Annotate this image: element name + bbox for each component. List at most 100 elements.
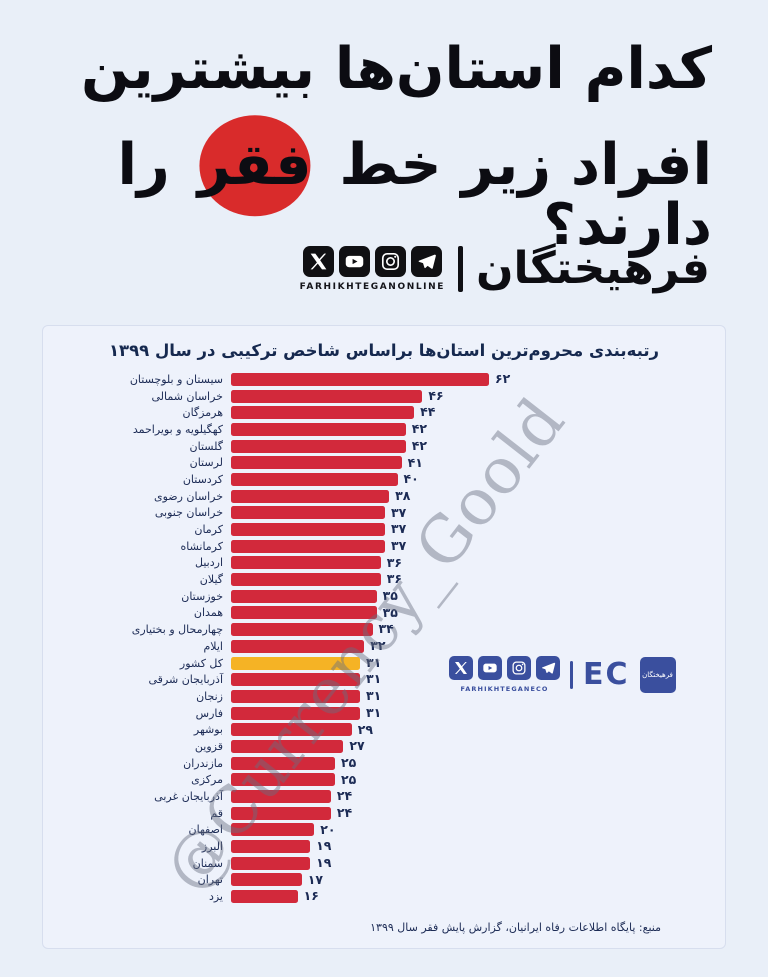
bar-value: ۳۱ [366, 671, 382, 687]
telegram-icon [410, 245, 442, 277]
bar [231, 673, 360, 687]
bar-value: ۳۶ [386, 571, 403, 587]
bar-value: ۲۵ [341, 754, 357, 770]
bar-value: ۲۴ [336, 788, 353, 804]
bar-value: ۴۴ [420, 404, 436, 420]
bar [231, 606, 377, 620]
bar [231, 823, 315, 837]
bar [231, 422, 406, 436]
eco-divider [570, 660, 573, 689]
bar-row: چهارمحال و بختیاری ۳۴ [51, 621, 717, 638]
bar-row: آذربایجان شرقی ۳۱ [51, 671, 717, 688]
bar-row: ایلام ۳۲ [51, 638, 717, 655]
bar-value: ۴۰ [403, 471, 419, 487]
bar-row: خوزستان ۳۵ [51, 588, 717, 605]
youtube-icon [338, 245, 370, 277]
poverty-word: فقر [197, 131, 313, 198]
bar-row: آذربایجان غربی ۲۴ [51, 788, 717, 805]
bar-row: فارس ۳۱ [51, 705, 717, 722]
bar-value: ۱۹ [316, 855, 332, 871]
red-ellipse [199, 115, 311, 217]
bar [231, 439, 406, 453]
bar [231, 756, 335, 770]
farhikhtegan-eco-logo: FARHIKHTEGANECO EC فرهیختگان [449, 656, 676, 693]
bar-value: ۴۶ [428, 387, 444, 403]
bar [231, 840, 311, 854]
province-label: خراسان شمالی [151, 389, 223, 403]
bar-row: قم ۲۴ [51, 805, 717, 822]
province-label: خوزستان [181, 589, 223, 603]
headline-line2: افراد زیر خط فقر را دارند؟ [0, 115, 713, 256]
bar-row: خراسان شمالی ۴۶ [51, 388, 717, 405]
bar [231, 589, 377, 603]
bar-row: هرمزگان ۴۴ [51, 404, 717, 421]
bar-value: ۳۱ [366, 654, 382, 670]
bar-row: تهران ۱۷ [51, 872, 717, 889]
province-label: قزوین [194, 739, 223, 753]
instagram-icon [374, 245, 406, 277]
bar-row: قزوین ۲۷ [51, 738, 717, 755]
province-label: کرمانشاه [180, 539, 223, 553]
province-label: آذربایجان غربی [154, 790, 223, 804]
bar [231, 556, 381, 570]
bar-row: خراسان جنوبی ۳۷ [51, 505, 717, 522]
bar-value: ۲۴ [336, 804, 353, 820]
bar [231, 639, 365, 653]
province-label: ایلام [203, 639, 224, 653]
province-label: کهگیلویه و بویراحمد [132, 422, 223, 436]
bar-value: ۳۸ [395, 487, 411, 503]
bar [231, 456, 402, 470]
bar-highlight [231, 656, 360, 670]
headline: کدام استان‌ها بیشترین افراد زیر خط فقر ر… [0, 36, 713, 256]
province-label: خراسان جنوبی [154, 506, 223, 520]
brand-row: FARHIKHTEGANONLINE فرهیختگان [300, 243, 710, 294]
bar-row: اصفهان ۲۰ [51, 822, 717, 839]
bar-row: کرمانشاه ۳۷ [51, 538, 717, 555]
eco-social-icons [449, 656, 560, 680]
bar-row: خراسان رضوی ۳۸ [51, 488, 717, 505]
bar-value: ۴۱ [407, 454, 423, 470]
province-label: اصفهان [188, 823, 223, 837]
province-label: چهارمحال و بختیاری [131, 623, 223, 637]
bar [231, 389, 423, 403]
province-label: اردبیل [195, 556, 223, 570]
bar [231, 539, 385, 553]
bar-row: کردستان ۴۰ [51, 471, 717, 488]
bar [231, 806, 331, 820]
bar-value: ۳۷ [391, 504, 407, 520]
bar-value: ۳۵ [382, 604, 398, 620]
bar-value: ۱۹ [316, 838, 332, 854]
chart-panel: رتبه‌بندی محروم‌ترین استان‌ها براساس شاخ… [42, 325, 726, 949]
bar [231, 573, 381, 587]
bar-row: کرمان ۳۷ [51, 521, 717, 538]
bar-value: ۳۱ [366, 688, 382, 704]
province-label: سمنان [192, 856, 223, 870]
bar [231, 773, 335, 787]
province-label: کل کشور [179, 656, 223, 670]
bar [231, 890, 298, 904]
bar [231, 406, 415, 420]
headline-line1: کدام استان‌ها بیشترین [80, 36, 713, 102]
bar-value: ۴۲ [411, 421, 428, 437]
bar-value: ۱۶ [303, 888, 319, 904]
social-caption: FARHIKHTEGANONLINE [299, 281, 445, 292]
eco-caption: FARHIKHTEGANECO [460, 685, 549, 693]
chart-title: رتبه‌بندی محروم‌ترین استان‌ها براساس شاخ… [108, 341, 660, 360]
source-note: منبع: پایگاه اطلاعات رفاه ایرانیان، گزار… [370, 921, 661, 934]
bar [231, 489, 390, 503]
bar [231, 623, 373, 637]
eco-logo-square: فرهیختگان [639, 656, 676, 693]
province-label: مرکزی [191, 773, 223, 787]
bar [231, 523, 385, 537]
bar-row: سمنان ۱۹ [51, 855, 717, 872]
bar-row: همدان ۳۵ [51, 605, 717, 622]
bar [231, 689, 360, 703]
social-icons [302, 245, 442, 277]
province-label: هرمزگان [182, 406, 224, 420]
bar-value: ۳۷ [391, 537, 407, 553]
headline-line2-before: افراد زیر خط [339, 131, 713, 198]
province-label: البرز [201, 840, 223, 854]
bar-row: یزد ۱۶ [51, 888, 717, 905]
bar-row: کل کشور ۳۱ [51, 655, 717, 672]
bar-row: البرز ۱۹ [51, 838, 717, 855]
